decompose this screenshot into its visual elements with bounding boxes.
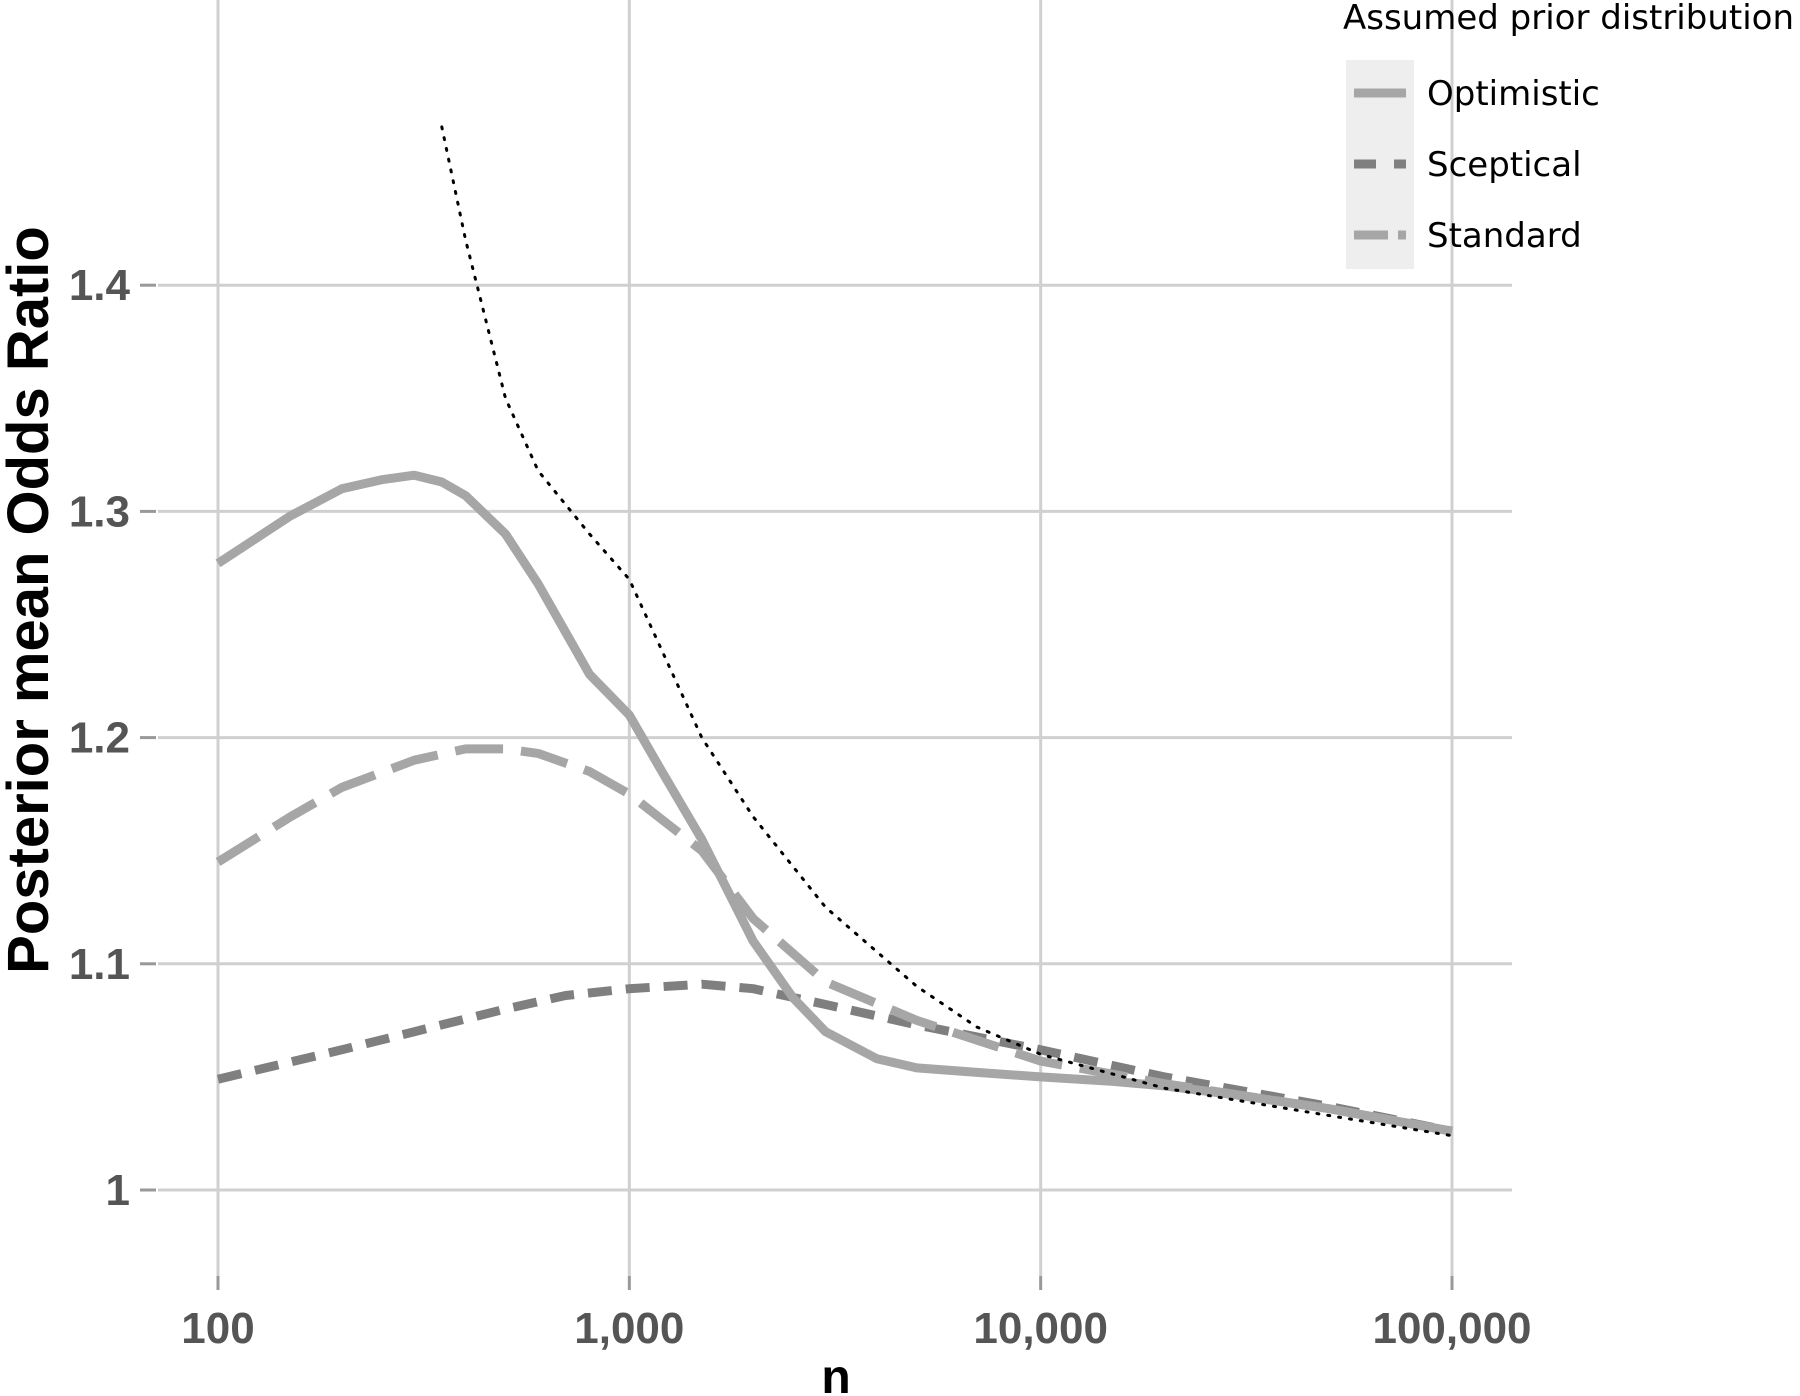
y-tick-label: 1.4 xyxy=(69,261,131,310)
legend: Assumed prior distribution Optimistic Sce… xyxy=(1343,0,1794,269)
axis-ticks: 100 1,000 10,000 100,000 1 1.1 1.2 1.3 1.4 xyxy=(69,261,1532,1353)
legend-title: Assumed prior distribution xyxy=(1343,0,1794,38)
legend-label-sceptical: Sceptical xyxy=(1427,145,1582,185)
x-tick-label: 100 xyxy=(181,1304,254,1353)
y-axis-title: Posterior mean Odds Ratio xyxy=(0,226,61,974)
y-tick-label: 1.3 xyxy=(69,487,130,536)
legend-label-optimistic: Optimistic xyxy=(1427,74,1600,114)
x-axis-title: n xyxy=(821,1351,850,1396)
x-tick-label: 1,000 xyxy=(574,1304,684,1353)
y-tick-label: 1.2 xyxy=(69,714,130,763)
x-tick-label: 10,000 xyxy=(973,1304,1108,1353)
reference-curve-line xyxy=(440,125,1454,1138)
series-line-standard xyxy=(215,744,1453,1136)
y-tick-label: 1.1 xyxy=(69,940,130,989)
x-tick-label: 100,000 xyxy=(1372,1304,1531,1353)
series-line-sceptical xyxy=(216,979,1453,1136)
grid xyxy=(158,0,1512,1276)
legend-label-standard: Standard xyxy=(1427,216,1582,256)
series-line-optimistic xyxy=(215,470,1453,1136)
plot-series xyxy=(215,125,1454,1138)
y-tick-label: 1 xyxy=(106,1166,130,1215)
